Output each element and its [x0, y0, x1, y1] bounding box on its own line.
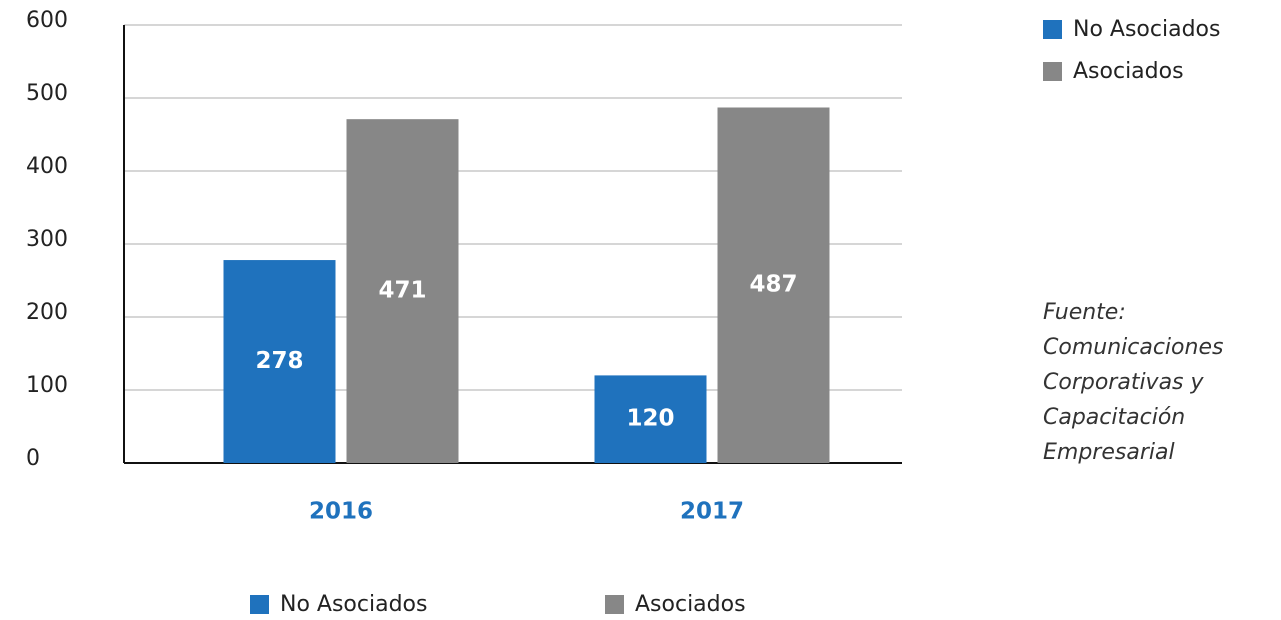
legend-label: Asociados — [1073, 59, 1184, 84]
legend-label: No Asociados — [1073, 17, 1220, 42]
y-tick-label: 500 — [26, 81, 68, 106]
x-tick-label: 2016 — [309, 499, 373, 525]
y-tick-label: 100 — [26, 373, 68, 398]
value-label: 487 — [749, 272, 797, 298]
source-note: Capacitación — [1043, 405, 1185, 430]
legend-swatch — [1043, 62, 1062, 81]
source-note: Corporativas y — [1043, 370, 1205, 395]
y-tick-label: 0 — [26, 446, 40, 471]
source-note: Empresarial — [1043, 440, 1175, 465]
bar — [594, 375, 707, 463]
y-tick-label: 300 — [26, 227, 68, 252]
bar — [346, 119, 459, 464]
legend-swatch — [605, 595, 624, 614]
value-label: 471 — [378, 278, 426, 304]
y-tick-label: 200 — [26, 300, 68, 325]
bar — [717, 107, 830, 464]
source-note: Comunicaciones — [1043, 335, 1223, 360]
value-label: 278 — [255, 348, 303, 374]
legend-swatch — [250, 595, 269, 614]
legend-label: Asociados — [635, 592, 746, 617]
y-tick-label: 400 — [26, 154, 68, 179]
bar — [223, 260, 336, 463]
value-label: 120 — [626, 406, 674, 432]
source-note: Fuente: — [1043, 300, 1126, 325]
y-tick-label: 600 — [26, 8, 68, 33]
legend-swatch — [1043, 20, 1062, 39]
legend-label: No Asociados — [280, 592, 427, 617]
x-tick-label: 2017 — [680, 499, 744, 525]
